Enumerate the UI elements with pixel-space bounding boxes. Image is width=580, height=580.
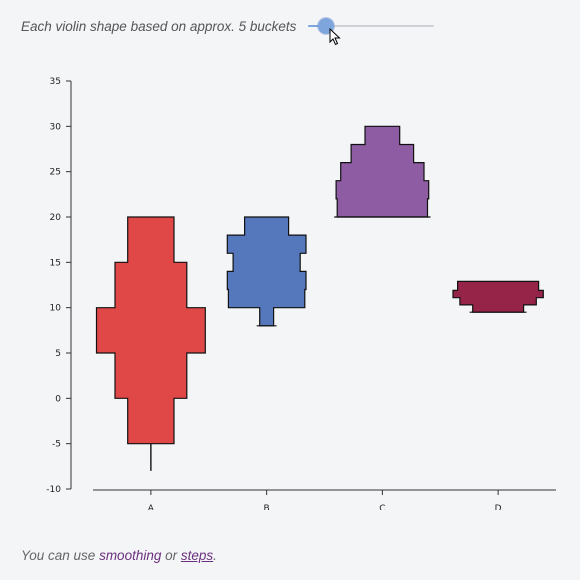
controls-bar: Each violin shape based on approx. 5 buc… (21, 17, 435, 35)
violin-A (95, 216, 206, 445)
pointer-cursor-icon (329, 28, 341, 46)
violin-C (335, 125, 430, 218)
x-tick-label-D: D (495, 504, 502, 510)
y-tick-label-30: 30 (50, 122, 62, 132)
bucket-slider[interactable] (308, 17, 435, 35)
footer-suffix: . (213, 548, 217, 563)
y-tick-label--5: -5 (52, 440, 61, 450)
slider-track[interactable] (308, 25, 435, 27)
steps-link[interactable]: steps (180, 548, 214, 563)
y-tick-label-20: 20 (50, 213, 62, 223)
y-tick-label-5: 5 (55, 349, 61, 359)
violin-chart: -10 -5 0 5 10 15 20 25 30 35 A B C D (46, 77, 556, 510)
slider-fill (308, 25, 326, 27)
x-tick-label-A: A (148, 504, 155, 510)
y-tick-label-10: 10 (50, 304, 62, 314)
smoothing-link[interactable]: smoothing (99, 548, 162, 563)
bucket-label: Each violin shape based on approx. 5 buc… (21, 18, 297, 34)
footer-prefix: You can use (21, 548, 100, 563)
y-tick-label-25: 25 (50, 168, 61, 178)
y-tick-label-15: 15 (50, 258, 61, 268)
x-tick-label-C: C (379, 504, 385, 510)
footer-note: You can use smoothing or steps. (21, 548, 217, 563)
y-tick-label--10: -10 (46, 485, 61, 495)
violin-B (226, 216, 307, 327)
y-tick-label-0: 0 (55, 394, 61, 404)
y-tick-label-35: 35 (50, 77, 61, 87)
footer-middle: or (161, 548, 181, 563)
violin-D (452, 280, 544, 313)
x-tick-label-B: B (264, 504, 270, 510)
